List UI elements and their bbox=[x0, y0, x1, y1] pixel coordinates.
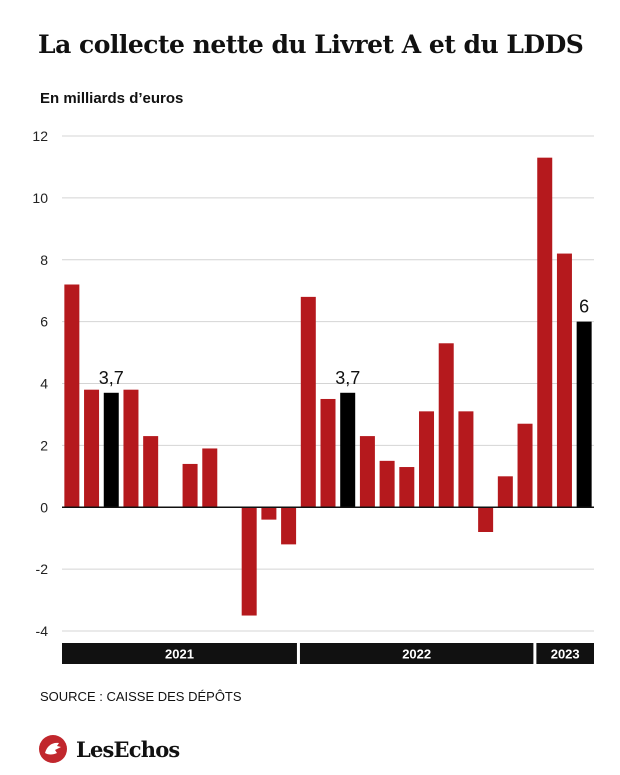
source-note: SOURCE : CAISSE DES DÉPÔTS bbox=[40, 689, 242, 704]
year-band bbox=[536, 643, 594, 664]
bar bbox=[300, 296, 316, 508]
bar bbox=[458, 411, 474, 508]
brand-logo: LesEchos bbox=[38, 734, 180, 764]
bar bbox=[340, 392, 356, 508]
bar bbox=[84, 389, 100, 508]
bar bbox=[576, 321, 592, 508]
bar bbox=[517, 423, 533, 508]
y-tick-label: 8 bbox=[40, 252, 48, 268]
les-echos-logo-icon bbox=[39, 735, 67, 763]
bar bbox=[419, 411, 435, 508]
chart-title: La collecte nette du Livret A et du LDDS bbox=[38, 30, 584, 59]
data-label: 6 bbox=[579, 297, 589, 317]
bar bbox=[359, 436, 375, 508]
y-tick-label: 4 bbox=[40, 376, 48, 392]
year-band bbox=[62, 643, 297, 664]
y-axis-label: En milliards d’euros bbox=[40, 90, 184, 107]
x-tick-label: 2023 bbox=[551, 647, 580, 662]
year-band bbox=[299, 643, 534, 664]
y-tick-label: 10 bbox=[32, 190, 48, 206]
brand-name: LesEchos bbox=[76, 736, 180, 762]
data-label: 3,7 bbox=[335, 368, 360, 388]
bar bbox=[143, 436, 159, 508]
bar bbox=[379, 460, 395, 508]
bar bbox=[103, 392, 119, 508]
y-tick-label: -2 bbox=[36, 561, 49, 577]
bar bbox=[399, 467, 415, 508]
data-label: 3,7 bbox=[99, 368, 124, 388]
bar bbox=[202, 448, 218, 508]
y-tick-label: 2 bbox=[40, 437, 48, 453]
bar bbox=[497, 476, 513, 508]
x-tick-label: 2022 bbox=[402, 647, 431, 662]
bar bbox=[320, 398, 336, 508]
bar bbox=[556, 253, 572, 508]
bar bbox=[478, 507, 494, 532]
y-tick-label: -4 bbox=[36, 623, 49, 639]
x-tick-label: 2021 bbox=[165, 647, 194, 662]
bar bbox=[281, 507, 297, 545]
y-tick-label: 12 bbox=[32, 128, 48, 144]
bar bbox=[438, 343, 454, 508]
bar bbox=[537, 157, 553, 508]
y-tick-label: 0 bbox=[40, 499, 48, 515]
y-tick-label: 6 bbox=[40, 314, 48, 330]
bar-chart: 12 10 8 6 4 2 0 -2 -4 3,7 3,7 6 2021 2022 2023 bbox=[32, 128, 594, 664]
bar bbox=[182, 463, 198, 508]
bar bbox=[123, 389, 139, 508]
bar bbox=[64, 284, 80, 508]
bar bbox=[261, 507, 277, 520]
bar bbox=[241, 507, 257, 616]
